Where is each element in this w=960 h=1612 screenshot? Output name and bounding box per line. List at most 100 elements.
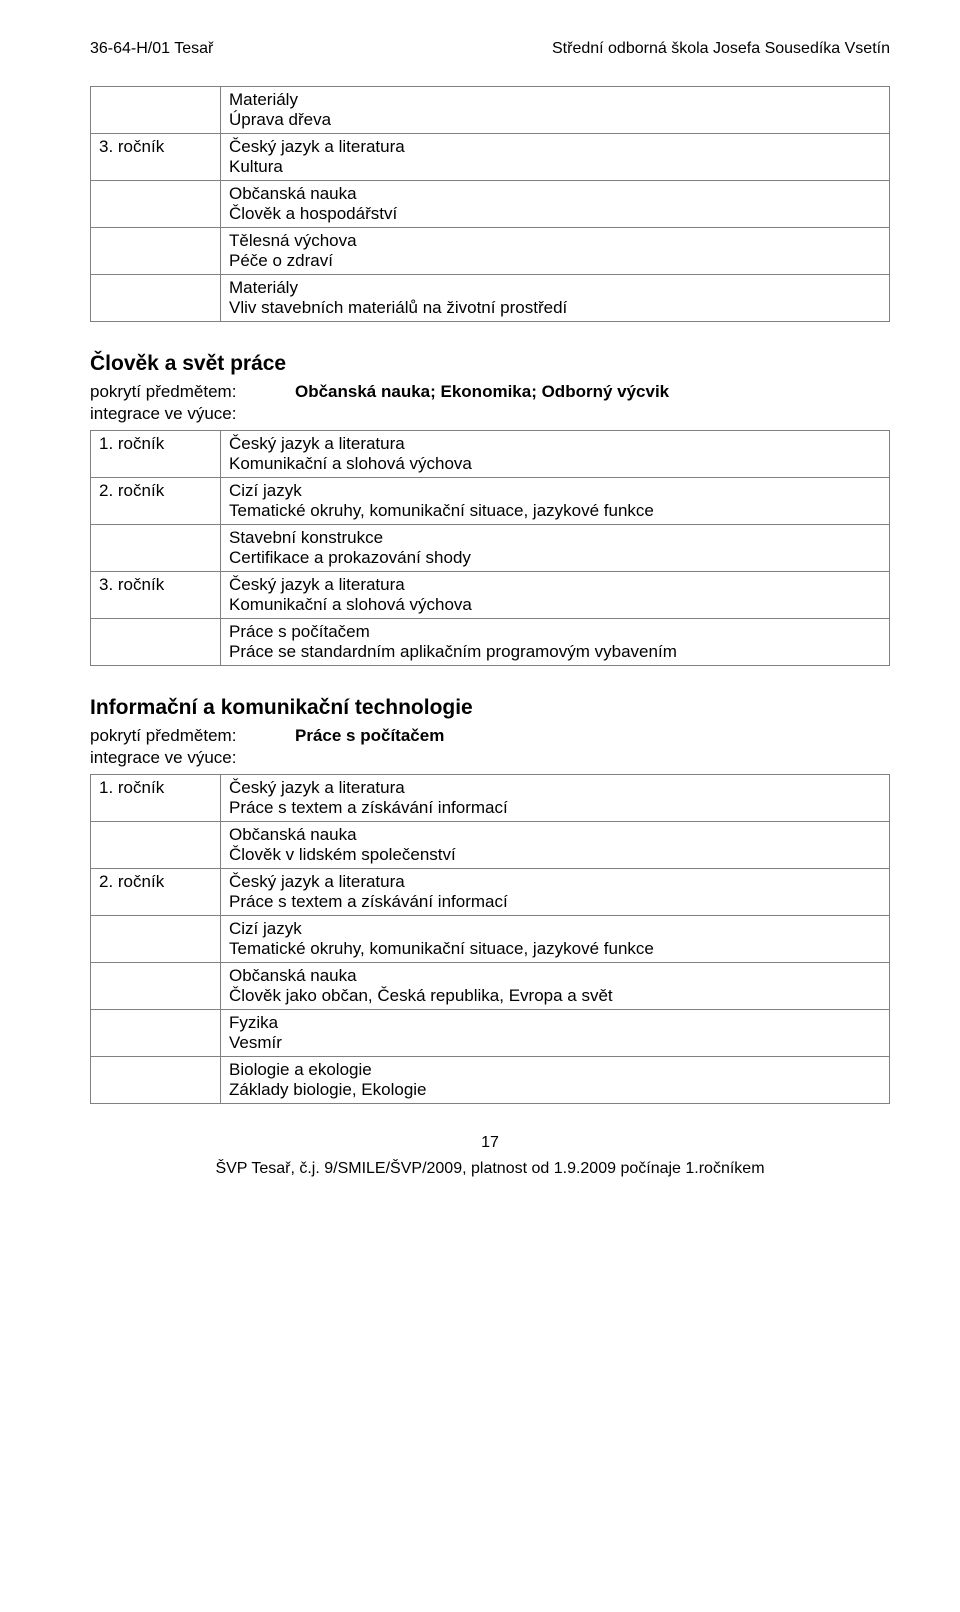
row-line: Komunikační a slohová výchova xyxy=(229,595,881,615)
row-left xyxy=(91,87,221,134)
row-line: Úprava dřeva xyxy=(229,110,881,130)
row-line: Člověk jako občan, Česká republika, Evro… xyxy=(229,986,881,1006)
row-content: Občanská nauka Člověk jako občan, Česká … xyxy=(221,963,890,1010)
table-row: 3. ročník Český jazyk a literatura Komun… xyxy=(91,572,890,619)
row-content: Český jazyk a literatura Práce s textem … xyxy=(221,869,890,916)
footer-line: ŠVP Tesař, č.j. 9/SMILE/ŠVP/2009, platno… xyxy=(90,1160,890,1178)
row-left: 1. ročník xyxy=(91,775,221,822)
row-line: Materiály xyxy=(229,278,881,298)
row-line: Práce s textem a získávání informací xyxy=(229,892,881,912)
row-line: Vliv stavebních materiálů na životní pro… xyxy=(229,298,881,318)
table-row: Cizí jazyk Tematické okruhy, komunikační… xyxy=(91,916,890,963)
table-row: Tělesná výchova Péče o zdraví xyxy=(91,228,890,275)
row-line: Tematické okruhy, komunikační situace, j… xyxy=(229,501,881,521)
row-content: Biologie a ekologie Základy biologie, Ek… xyxy=(221,1057,890,1104)
row-line: Občanská nauka xyxy=(229,966,881,986)
row-line: Český jazyk a literatura xyxy=(229,575,881,595)
pokryti-label: pokrytí předmětem: xyxy=(90,382,295,402)
row-line: Tělesná výchova xyxy=(229,231,881,251)
row-line: Občanská nauka xyxy=(229,184,881,204)
row-line: Český jazyk a literatura xyxy=(229,137,881,157)
row-line: Práce s textem a získávání informací xyxy=(229,798,881,818)
pokryti-value: Práce s počítačem xyxy=(295,726,444,746)
row-content: Český jazyk a literatura Komunikační a s… xyxy=(221,431,890,478)
table-1: Materiály Úprava dřeva 3. ročník Český j… xyxy=(90,86,890,322)
row-line: Práce se standardním aplikačním programo… xyxy=(229,642,881,662)
row-left xyxy=(91,916,221,963)
row-content: Materiály Vliv stavebních materiálů na ž… xyxy=(221,275,890,322)
table-row: 1. ročník Český jazyk a literatura Komun… xyxy=(91,431,890,478)
table-row: 1. ročník Český jazyk a literatura Práce… xyxy=(91,775,890,822)
header-right: Střední odborná škola Josefa Sousedíka V… xyxy=(552,40,890,58)
page-header: 36-64-H/01 Tesař Střední odborná škola J… xyxy=(90,40,890,58)
row-line: Člověk v lidském společenství xyxy=(229,845,881,865)
table-row: Občanská nauka Člověk jako občan, Česká … xyxy=(91,963,890,1010)
row-left: 3. ročník xyxy=(91,572,221,619)
row-left: 1. ročník xyxy=(91,431,221,478)
row-content: Práce s počítačem Práce se standardním a… xyxy=(221,619,890,666)
table-row: 3. ročník Český jazyk a literatura Kultu… xyxy=(91,134,890,181)
row-line: Základy biologie, Ekologie xyxy=(229,1080,881,1100)
table-row: Fyzika Vesmír xyxy=(91,1010,890,1057)
row-left xyxy=(91,1057,221,1104)
table-row: 2. ročník Český jazyk a literatura Práce… xyxy=(91,869,890,916)
pokryti-label: pokrytí předmětem: xyxy=(90,726,295,746)
table-row: 2. ročník Cizí jazyk Tematické okruhy, k… xyxy=(91,478,890,525)
table-row: Materiály Úprava dřeva xyxy=(91,87,890,134)
row-left xyxy=(91,181,221,228)
row-line: Český jazyk a literatura xyxy=(229,872,881,892)
integrace-label: integrace ve výuce: xyxy=(90,404,890,424)
row-line: Komunikační a slohová výchova xyxy=(229,454,881,474)
table-3: 1. ročník Český jazyk a literatura Práce… xyxy=(90,774,890,1104)
row-line: Český jazyk a literatura xyxy=(229,778,881,798)
row-line: Cizí jazyk xyxy=(229,481,881,501)
row-line: Vesmír xyxy=(229,1033,881,1053)
section-title-ikt: Informační a komunikační technologie xyxy=(90,696,890,720)
row-content: Český jazyk a literatura Práce s textem … xyxy=(221,775,890,822)
row-left: 2. ročník xyxy=(91,478,221,525)
page-number: 17 xyxy=(90,1134,890,1152)
row-content: Cizí jazyk Tematické okruhy, komunikační… xyxy=(221,916,890,963)
row-line: Cizí jazyk xyxy=(229,919,881,939)
table-row: Biologie a ekologie Základy biologie, Ek… xyxy=(91,1057,890,1104)
row-line: Kultura xyxy=(229,157,881,177)
row-line: Český jazyk a literatura xyxy=(229,434,881,454)
row-left xyxy=(91,275,221,322)
table-row: Občanská nauka Člověk v lidském společen… xyxy=(91,822,890,869)
row-content: Materiály Úprava dřeva xyxy=(221,87,890,134)
row-left xyxy=(91,525,221,572)
row-left xyxy=(91,228,221,275)
row-line: Péče o zdraví xyxy=(229,251,881,271)
row-content: Fyzika Vesmír xyxy=(221,1010,890,1057)
row-left: 2. ročník xyxy=(91,869,221,916)
row-content: Cizí jazyk Tematické okruhy, komunikační… xyxy=(221,478,890,525)
integrace-label: integrace ve výuce: xyxy=(90,748,890,768)
row-content: Tělesná výchova Péče o zdraví xyxy=(221,228,890,275)
row-left: 3. ročník xyxy=(91,134,221,181)
table-row: Občanská nauka Člověk a hospodářství xyxy=(91,181,890,228)
row-line: Fyzika xyxy=(229,1013,881,1033)
row-line: Stavební konstrukce xyxy=(229,528,881,548)
table-row: Materiály Vliv stavebních materiálů na ž… xyxy=(91,275,890,322)
row-left xyxy=(91,1010,221,1057)
row-line: Materiály xyxy=(229,90,881,110)
row-line: Tematické okruhy, komunikační situace, j… xyxy=(229,939,881,959)
pokryti-row: pokrytí předmětem: Práce s počítačem xyxy=(90,726,890,746)
section-title-clovek-svet-prace: Člověk a svět práce xyxy=(90,352,890,376)
row-content: Občanská nauka Člověk a hospodářství xyxy=(221,181,890,228)
table-row: Práce s počítačem Práce se standardním a… xyxy=(91,619,890,666)
header-left: 36-64-H/01 Tesař xyxy=(90,40,213,58)
row-line: Práce s počítačem xyxy=(229,622,881,642)
pokryti-row: pokrytí předmětem: Občanská nauka; Ekono… xyxy=(90,382,890,402)
table-row: Stavební konstrukce Certifikace a prokaz… xyxy=(91,525,890,572)
row-line: Člověk a hospodářství xyxy=(229,204,881,224)
row-left xyxy=(91,619,221,666)
row-line: Občanská nauka xyxy=(229,825,881,845)
pokryti-value: Občanská nauka; Ekonomika; Odborný výcvi… xyxy=(295,382,669,402)
row-left xyxy=(91,822,221,869)
table-2: 1. ročník Český jazyk a literatura Komun… xyxy=(90,430,890,666)
row-content: Český jazyk a literatura Kultura xyxy=(221,134,890,181)
row-line: Biologie a ekologie xyxy=(229,1060,881,1080)
row-left xyxy=(91,963,221,1010)
row-content: Občanská nauka Člověk v lidském společen… xyxy=(221,822,890,869)
